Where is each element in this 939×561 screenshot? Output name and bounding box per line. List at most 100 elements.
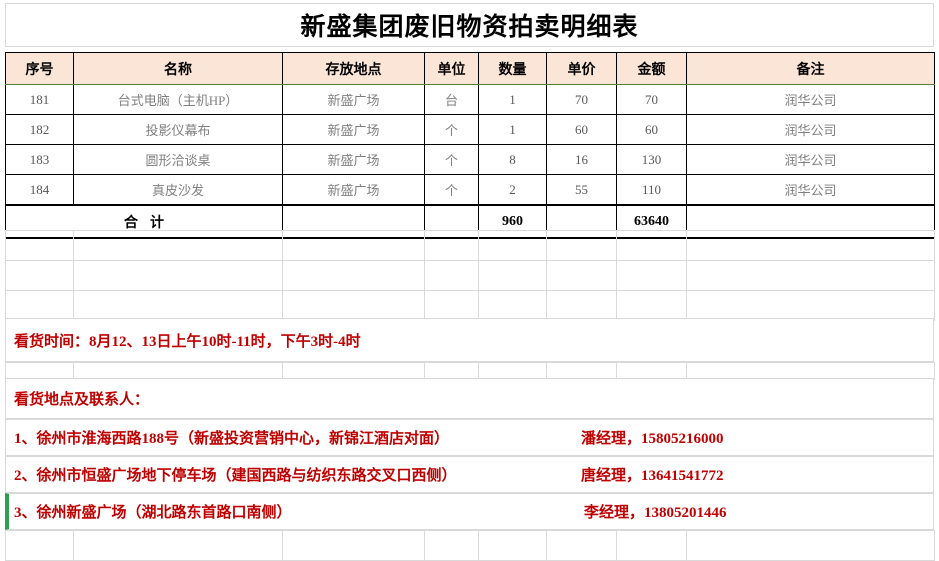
viewing-time-band[interactable]: 看货时间：8月12、13日上午10时-11时，下午3时-4时 (5, 318, 934, 362)
empty-cell[interactable] (424, 260, 479, 291)
column-header-index: 序号 (5, 52, 74, 85)
empty-cell[interactable] (5, 530, 74, 561)
column-header-location: 存放地点 (282, 52, 425, 85)
spacer-grid-row (5, 362, 935, 380)
empty-cell[interactable] (686, 530, 935, 561)
empty-row[interactable] (5, 362, 935, 380)
table-row[interactable]: 181 台式电脑（主机HP） 新盛广场 台 1 70 70 润华公司 (5, 84, 935, 115)
empty-cell[interactable] (73, 290, 283, 321)
empty-row[interactable] (5, 290, 935, 321)
empty-cell[interactable] (73, 530, 283, 561)
empty-cell[interactable] (478, 260, 547, 291)
cell-quantity[interactable]: 1 (478, 114, 547, 145)
empty-cell[interactable] (424, 290, 479, 321)
cell-unit[interactable]: 个 (424, 144, 479, 175)
cell-amount[interactable]: 130 (616, 144, 687, 175)
contact-address: 3、徐州新盛广场（湖北路东首路口南侧） (14, 505, 292, 521)
cell-unit[interactable]: 个 (424, 174, 479, 206)
contact-row-2[interactable]: 2、徐州市恒盛广场地下停车场（建国西路与纺织东路交叉口西侧） 唐经理，13641… (5, 456, 934, 493)
cell-index[interactable]: 181 (5, 84, 74, 115)
page-title: 新盛集团废旧物资拍卖明细表 (300, 14, 639, 41)
cell-price[interactable]: 60 (546, 114, 617, 145)
empty-cell[interactable] (73, 230, 283, 261)
cell-price[interactable]: 16 (546, 144, 617, 175)
table-row[interactable]: 183 圆形洽谈桌 新盛广场 个 8 16 130 润华公司 (5, 144, 935, 175)
empty-cell[interactable] (546, 290, 617, 321)
column-header-amount: 金额 (616, 52, 687, 85)
cell-price[interactable]: 70 (546, 84, 617, 115)
empty-cell[interactable] (282, 290, 425, 321)
empty-cell[interactable] (5, 230, 74, 261)
cell-location[interactable]: 新盛广场 (282, 144, 425, 175)
cell-unit[interactable]: 个 (424, 114, 479, 145)
cell-index[interactable]: 184 (5, 174, 74, 206)
empty-cell[interactable] (282, 530, 425, 561)
empty-cell[interactable] (5, 260, 74, 291)
empty-cell[interactable] (282, 260, 425, 291)
cell-remark[interactable]: 润华公司 (686, 84, 935, 115)
empty-cell[interactable] (73, 260, 283, 291)
cell-quantity[interactable]: 1 (478, 84, 547, 115)
cell-index[interactable]: 183 (5, 144, 74, 175)
cell-index[interactable]: 182 (5, 114, 74, 145)
cell-location[interactable]: 新盛广场 (282, 174, 425, 206)
table-row[interactable]: 184 真皮沙发 新盛广场 个 2 55 110 润华公司 (5, 174, 935, 206)
cell-amount[interactable]: 60 (616, 114, 687, 145)
cell-quantity[interactable]: 2 (478, 174, 547, 206)
contact-row-1[interactable]: 1、徐州市淮海西路188号（新盛投资营销中心，新锦江酒店对面） 潘经理，1580… (5, 419, 934, 456)
empty-cell[interactable] (616, 530, 687, 561)
cell-name[interactable]: 真皮沙发 (73, 174, 283, 206)
empty-cell[interactable] (616, 290, 687, 321)
empty-cell[interactable] (686, 362, 935, 380)
empty-cell[interactable] (686, 290, 935, 321)
empty-cell[interactable] (478, 230, 547, 261)
empty-row[interactable] (5, 530, 935, 561)
empty-cell[interactable] (546, 260, 617, 291)
empty-cell[interactable] (424, 362, 479, 380)
cell-amount[interactable]: 110 (616, 174, 687, 206)
empty-cell[interactable] (686, 260, 935, 291)
empty-cell[interactable] (686, 230, 935, 261)
empty-cell[interactable] (5, 290, 74, 321)
contacts-heading-band[interactable]: 看货地点及联系人： (5, 378, 934, 419)
column-header-unit: 单位 (424, 52, 479, 85)
empty-cell[interactable] (616, 230, 687, 261)
empty-cell[interactable] (546, 362, 617, 380)
empty-cell[interactable] (478, 362, 547, 380)
empty-cell[interactable] (616, 362, 687, 380)
contact-row-3[interactable]: 3、徐州新盛广场（湖北路东首路口南侧） 李经理，13805201446 (5, 493, 934, 530)
cell-amount[interactable]: 70 (616, 84, 687, 115)
cell-remark[interactable]: 润华公司 (686, 174, 935, 206)
cell-location[interactable]: 新盛广场 (282, 84, 425, 115)
empty-cell[interactable] (478, 290, 547, 321)
cell-remark[interactable]: 润华公司 (686, 114, 935, 145)
table-row[interactable]: 182 投影仪幕布 新盛广场 个 1 60 60 润华公司 (5, 114, 935, 145)
empty-row[interactable] (5, 230, 935, 261)
empty-cell[interactable] (424, 530, 479, 561)
cell-quantity[interactable]: 8 (478, 144, 547, 175)
contact-person: 唐经理，13641541772 (581, 468, 724, 484)
empty-cell[interactable] (616, 260, 687, 291)
cell-unit[interactable]: 台 (424, 84, 479, 115)
empty-cell[interactable] (282, 230, 425, 261)
contacts-heading-text: 看货地点及联系人： (14, 392, 150, 408)
empty-cell[interactable] (282, 362, 425, 380)
cell-remark[interactable]: 润华公司 (686, 144, 935, 175)
cell-location[interactable]: 新盛广场 (282, 114, 425, 145)
empty-cell[interactable] (5, 362, 74, 380)
cell-name[interactable]: 台式电脑（主机HP） (73, 84, 283, 115)
empty-cell[interactable] (73, 362, 283, 380)
empty-cell[interactable] (424, 230, 479, 261)
empty-cell[interactable] (478, 530, 547, 561)
empty-cell[interactable] (546, 230, 617, 261)
column-header-name: 名称 (73, 52, 283, 85)
empty-grid-block (5, 230, 935, 321)
empty-cell[interactable] (546, 530, 617, 561)
document-title-row: 新盛集团废旧物资拍卖明细表 (5, 3, 934, 47)
cell-name[interactable]: 圆形洽谈桌 (73, 144, 283, 175)
empty-row[interactable] (5, 260, 935, 291)
cell-name[interactable]: 投影仪幕布 (73, 114, 283, 145)
inventory-table: 序号 名称 存放地点 单位 数量 单价 金额 备注 181 台式电脑（主机HP）… (5, 52, 935, 239)
cell-price[interactable]: 55 (546, 174, 617, 206)
column-header-price: 单价 (546, 52, 617, 85)
